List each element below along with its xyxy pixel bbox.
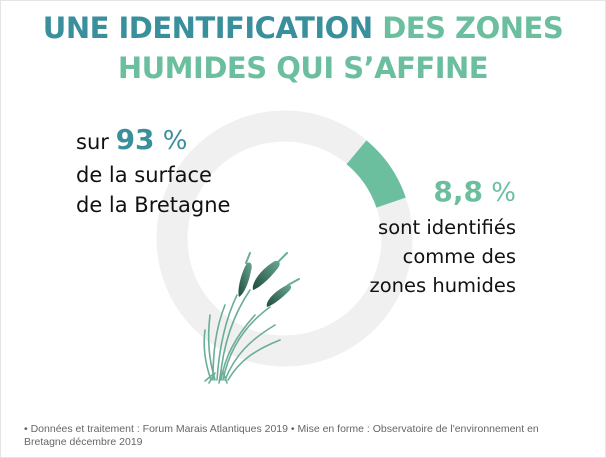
page-title: UNE IDENTIFICATION DES ZONES HUMIDES QUI… (0, 8, 606, 88)
right-stat: 8,8 % sont identifiés comme des zones hu… (369, 174, 516, 300)
title-part-1: UNE IDENTIFICATION (42, 11, 373, 45)
right-stat-line-4: zones humides (369, 274, 516, 297)
right-stat-unit: % (483, 178, 516, 208)
title-line-1: UNE IDENTIFICATION DES ZONES (0, 8, 606, 48)
left-stat-value-line: sur 93 % (76, 122, 230, 160)
title-line-2: HUMIDES QUI S’AFFINE (117, 51, 489, 85)
cattail-head-2 (252, 260, 280, 290)
left-stat-unit: % (154, 126, 188, 156)
cattail-head-1 (238, 262, 252, 297)
right-stat-value-line: 8,8 % (369, 174, 516, 213)
left-stat-line-2: de la surface (76, 163, 212, 187)
source-footer: • Données et traitement : Forum Marais A… (24, 423, 539, 448)
left-stat-value: 93 (115, 123, 155, 156)
title-part-2: DES ZONES (372, 11, 564, 45)
cattail-reeds-icon (203, 252, 300, 384)
cattail-head-3 (266, 284, 292, 307)
donut-segment-wetlands (346, 140, 406, 209)
right-stat-line-2: sont identifiés (378, 216, 516, 239)
right-stat-value: 8,8 (433, 175, 484, 208)
donut-track (156, 110, 413, 367)
left-stat: sur 93 % de la surface de la Bretagne (76, 122, 230, 220)
left-stat-prefix: sur (76, 130, 116, 154)
right-stat-line-3: comme des (402, 245, 516, 268)
left-stat-line-3: de la Bretagne (76, 193, 231, 217)
